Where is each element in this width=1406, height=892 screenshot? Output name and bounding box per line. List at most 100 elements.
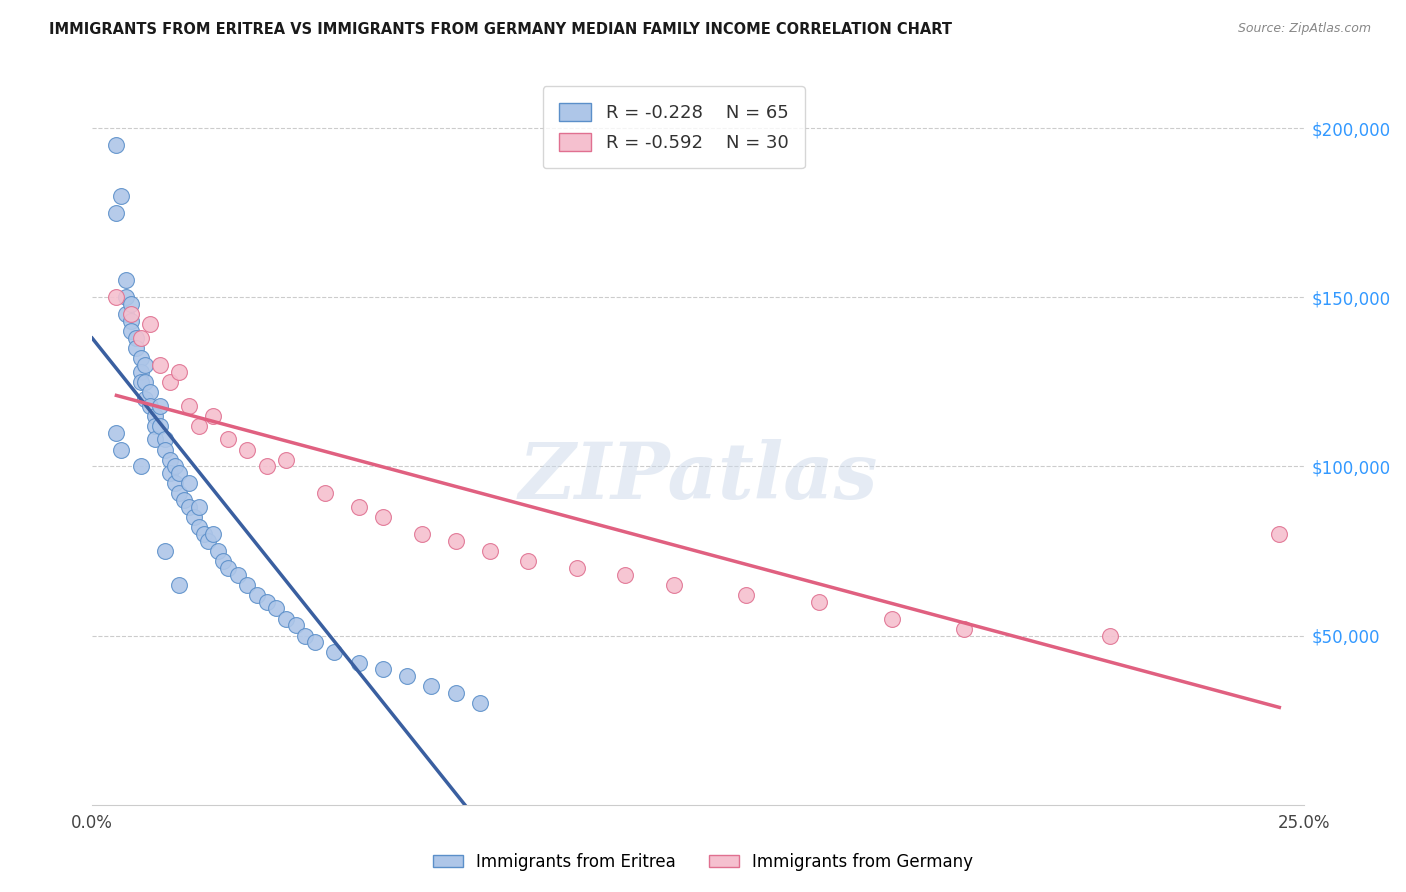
Point	[266, 601, 288, 615]
Point	[246, 588, 269, 602]
Point	[115, 307, 138, 321]
Point	[217, 561, 239, 575]
Point	[236, 578, 259, 592]
Point	[565, 561, 588, 575]
Text: IMMIGRANTS FROM ERITREA VS IMMIGRANTS FROM GERMANY MEDIAN FAMILY INCOME CORRELAT: IMMIGRANTS FROM ERITREA VS IMMIGRANTS FR…	[49, 22, 952, 37]
Point	[347, 500, 370, 514]
Point	[153, 442, 176, 457]
Point	[396, 669, 419, 683]
Point	[129, 375, 152, 389]
Point	[187, 500, 209, 514]
Point	[163, 459, 186, 474]
Point	[143, 418, 166, 433]
Point	[169, 578, 191, 592]
Point	[614, 567, 637, 582]
Point	[153, 433, 176, 447]
Point	[139, 318, 162, 332]
Point	[139, 384, 162, 399]
Text: Source: ZipAtlas.com: Source: ZipAtlas.com	[1237, 22, 1371, 36]
Point	[517, 554, 540, 568]
Point	[159, 466, 181, 480]
Point	[735, 588, 758, 602]
Point	[478, 544, 501, 558]
Point	[177, 476, 200, 491]
Point	[177, 500, 200, 514]
Point	[159, 452, 181, 467]
Point	[149, 418, 172, 433]
Point	[808, 595, 831, 609]
Point	[274, 452, 297, 467]
Point	[169, 466, 191, 480]
Legend: R = -0.228    N = 65, R = -0.592    N = 30: R = -0.228 N = 65, R = -0.592 N = 30	[543, 87, 804, 169]
Point	[420, 679, 443, 693]
Point	[129, 365, 152, 379]
Point	[153, 544, 176, 558]
Text: ZIPatlas: ZIPatlas	[519, 439, 877, 516]
Point	[1098, 629, 1121, 643]
Point	[110, 189, 132, 203]
Point	[163, 476, 186, 491]
Point	[134, 375, 156, 389]
Point	[120, 307, 142, 321]
Point	[411, 527, 433, 541]
Point	[105, 205, 128, 219]
Point	[880, 612, 903, 626]
Point	[125, 341, 148, 355]
Point	[371, 662, 394, 676]
Point	[129, 351, 152, 366]
Point	[294, 629, 316, 643]
Point	[120, 324, 142, 338]
Point	[217, 433, 239, 447]
Point	[304, 635, 326, 649]
Point	[120, 297, 142, 311]
Point	[105, 425, 128, 440]
Point	[105, 290, 128, 304]
Point	[207, 544, 229, 558]
Point	[183, 510, 205, 524]
Point	[347, 656, 370, 670]
Point	[159, 375, 181, 389]
Point	[143, 409, 166, 423]
Point	[120, 314, 142, 328]
Point	[139, 399, 162, 413]
Point	[314, 486, 336, 500]
Point	[115, 290, 138, 304]
Point	[187, 418, 209, 433]
Point	[202, 527, 225, 541]
Legend: Immigrants from Eritrea, Immigrants from Germany: Immigrants from Eritrea, Immigrants from…	[425, 845, 981, 880]
Point	[468, 696, 491, 710]
Point	[129, 331, 152, 345]
Point	[444, 533, 467, 548]
Point	[662, 578, 685, 592]
Point	[284, 618, 307, 632]
Point	[202, 409, 225, 423]
Point	[115, 273, 138, 287]
Point	[197, 533, 219, 548]
Point	[256, 595, 278, 609]
Point	[129, 459, 152, 474]
Point	[125, 331, 148, 345]
Point	[1268, 527, 1291, 541]
Point	[256, 459, 278, 474]
Point	[134, 358, 156, 372]
Point	[371, 510, 394, 524]
Point	[212, 554, 235, 568]
Point	[953, 622, 976, 636]
Point	[169, 486, 191, 500]
Point	[444, 686, 467, 700]
Point	[323, 645, 346, 659]
Point	[193, 527, 215, 541]
Point	[226, 567, 249, 582]
Point	[105, 138, 128, 153]
Point	[187, 520, 209, 534]
Point	[169, 365, 191, 379]
Point	[149, 358, 172, 372]
Point	[149, 399, 172, 413]
Point	[177, 399, 200, 413]
Point	[236, 442, 259, 457]
Point	[110, 442, 132, 457]
Point	[173, 493, 195, 508]
Point	[274, 612, 297, 626]
Point	[134, 392, 156, 406]
Point	[143, 433, 166, 447]
